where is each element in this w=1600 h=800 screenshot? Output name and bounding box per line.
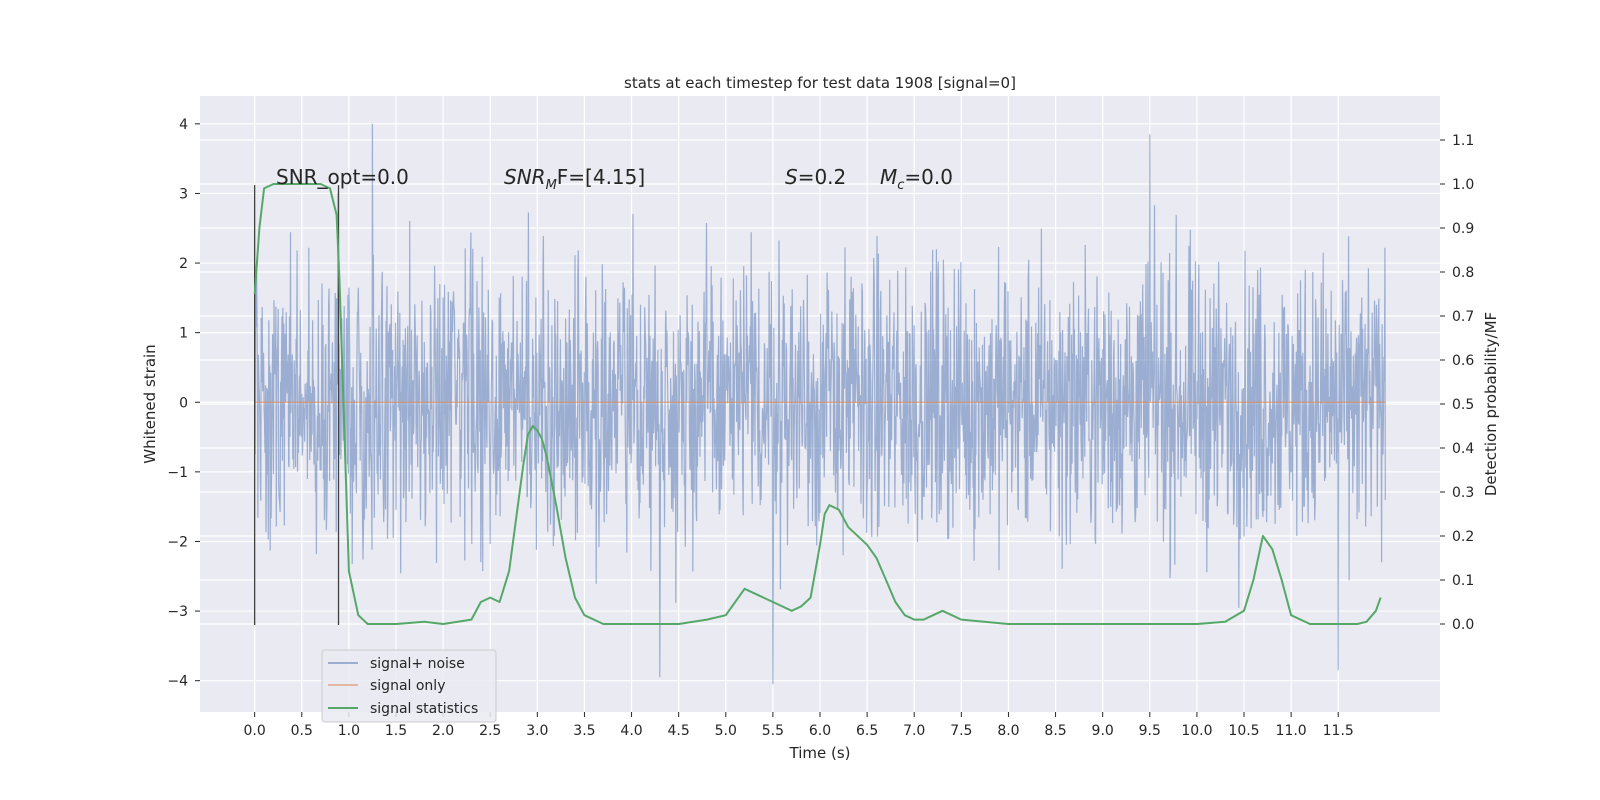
annotation-mc-sub: c bbox=[897, 178, 904, 193]
signal-noise-line bbox=[254, 123, 1386, 685]
annotation-snr-mf-sub: M bbox=[546, 178, 557, 193]
y-axis-title: Whitened strain bbox=[141, 344, 159, 463]
x-tick-label: 8.5 bbox=[1044, 723, 1066, 739]
x-tick-label: 11.5 bbox=[1323, 723, 1354, 739]
x-tick-label: 7.5 bbox=[950, 723, 972, 739]
x-tick-label: 8.0 bbox=[997, 723, 1019, 739]
legend-label-signal-noise: signal+ noise bbox=[370, 656, 465, 672]
x-tick-label: 9.5 bbox=[1139, 723, 1161, 739]
annotation-s: S=0.2 bbox=[785, 165, 846, 189]
y-tick-label: 4 bbox=[179, 117, 188, 133]
y-right-tick-label: 0.1 bbox=[1452, 573, 1474, 589]
signal-statistics-series bbox=[253, 183, 1382, 625]
y-right-tick-label: 0.4 bbox=[1452, 441, 1474, 457]
x-tick-label: 3.5 bbox=[573, 723, 595, 739]
y-right-tick-label: 0.2 bbox=[1452, 529, 1474, 545]
annotation-mc-value: =0.0 bbox=[904, 165, 953, 189]
y-right-tick-label: 0.3 bbox=[1452, 485, 1474, 501]
annotation-mc: Mc=0.0 bbox=[880, 165, 953, 193]
y-right-tick-label: 0.7 bbox=[1452, 309, 1474, 325]
x-tick-label: 11.0 bbox=[1276, 723, 1307, 739]
x-tick-label: 2.0 bbox=[432, 723, 454, 739]
x-tick-label: 6.0 bbox=[809, 723, 831, 739]
y-axis-ticks: −4 −3 −2 −1 0 1 2 3 4 bbox=[167, 117, 200, 690]
x-tick-label: 6.5 bbox=[856, 723, 878, 739]
chart-title: stats at each timestep for test data 190… bbox=[624, 74, 1016, 92]
x-tick-label: 3.0 bbox=[526, 723, 548, 739]
x-tick-label: 2.5 bbox=[479, 723, 501, 739]
x-tick-label: 1.0 bbox=[338, 723, 360, 739]
legend-box bbox=[321, 649, 497, 723]
legend: signal+ noise signal only signal statist… bbox=[321, 649, 497, 723]
annotation-s-value: =0.2 bbox=[798, 165, 847, 189]
y-tick-label: 0 bbox=[179, 395, 188, 411]
y-tick-label: −1 bbox=[167, 465, 188, 481]
x-axis-ticks: 0.0 0.5 1.0 1.5 2.0 2.5 3.0 3.5 4.0 4.5 5.0 5.5 6.0 6… bbox=[244, 712, 1354, 739]
legend-label-signal-only: signal only bbox=[370, 678, 445, 694]
annotation-s-var: S bbox=[785, 165, 798, 189]
y-tick-label: −3 bbox=[167, 604, 188, 620]
x-tick-label: 0.0 bbox=[244, 723, 266, 739]
annotation-snr-mf-main: SNR bbox=[504, 165, 546, 189]
y-right-tick-label: 1.1 bbox=[1452, 133, 1474, 149]
signal-statistics-line bbox=[253, 183, 1382, 625]
y-tick-label: 2 bbox=[179, 256, 188, 272]
x-tick-label: 1.5 bbox=[385, 723, 407, 739]
annotation-snr-mf: SNRMF=[4.15] bbox=[504, 165, 645, 193]
x-tick-label: 0.5 bbox=[291, 723, 313, 739]
y-tick-label: −2 bbox=[167, 534, 188, 550]
x-tick-label: 5.5 bbox=[762, 723, 784, 739]
signal-noise-series bbox=[254, 123, 1386, 685]
y-tick-label: 3 bbox=[179, 186, 188, 202]
y-right-tick-label: 0.6 bbox=[1452, 353, 1474, 369]
x-axis-title: Time (s) bbox=[789, 744, 851, 762]
y-right-axis-ticks: 0.0 0.1 0.2 0.3 0.4 0.5 0.6 0.7 0.8 0.9 1.0 1.1 bbox=[1440, 133, 1474, 633]
x-tick-label: 7.0 bbox=[903, 723, 925, 739]
legend-label-signal-statistics: signal statistics bbox=[370, 701, 478, 717]
y-right-tick-label: 0.5 bbox=[1452, 397, 1474, 413]
annotation-snr-mf-rest: F=[4.15] bbox=[557, 165, 645, 189]
y-right-axis-title: Detection probability/MF bbox=[1482, 312, 1500, 496]
x-tick-label: 4.0 bbox=[620, 723, 642, 739]
y-tick-label: −4 bbox=[167, 674, 188, 690]
x-tick-label: 9.0 bbox=[1092, 723, 1114, 739]
annotation-snr-opt: SNR_opt=0.0 bbox=[276, 165, 409, 189]
x-tick-label: 10.5 bbox=[1228, 723, 1259, 739]
y-tick-label: 1 bbox=[179, 326, 188, 342]
x-tick-label: 5.0 bbox=[715, 723, 737, 739]
y-right-tick-label: 1.0 bbox=[1452, 177, 1474, 193]
x-tick-label: 10.0 bbox=[1181, 723, 1212, 739]
y-right-tick-label: 0.0 bbox=[1452, 617, 1474, 633]
y-right-tick-label: 0.8 bbox=[1452, 265, 1474, 281]
annotation-mc-var: M bbox=[880, 165, 897, 189]
x-tick-label: 4.5 bbox=[668, 723, 690, 739]
y-right-tick-label: 0.9 bbox=[1452, 221, 1474, 237]
